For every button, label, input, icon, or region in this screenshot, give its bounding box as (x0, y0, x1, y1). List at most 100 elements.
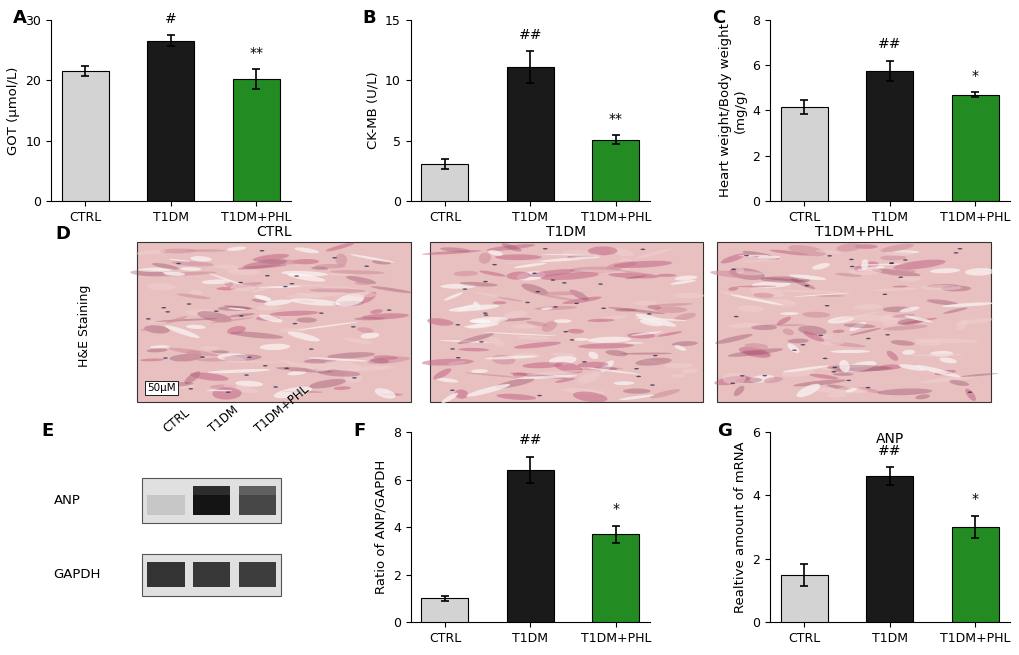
Ellipse shape (839, 360, 849, 372)
Ellipse shape (449, 348, 454, 350)
Ellipse shape (374, 388, 395, 399)
Ellipse shape (577, 362, 608, 367)
Ellipse shape (736, 271, 762, 275)
Ellipse shape (342, 337, 373, 345)
Ellipse shape (814, 334, 833, 337)
Ellipse shape (190, 290, 202, 296)
Ellipse shape (228, 313, 255, 317)
Bar (193, 562, 230, 588)
Ellipse shape (735, 377, 761, 383)
Ellipse shape (140, 358, 164, 362)
Ellipse shape (462, 288, 467, 290)
Ellipse shape (371, 286, 412, 293)
Ellipse shape (539, 257, 600, 262)
Ellipse shape (479, 271, 505, 276)
Ellipse shape (130, 270, 166, 276)
Ellipse shape (146, 318, 151, 320)
Ellipse shape (835, 273, 861, 277)
Bar (716, 242, 989, 402)
Ellipse shape (798, 326, 825, 335)
Ellipse shape (263, 365, 267, 367)
Ellipse shape (826, 255, 832, 257)
Ellipse shape (929, 269, 959, 273)
Ellipse shape (449, 390, 454, 391)
Ellipse shape (925, 284, 958, 288)
Ellipse shape (915, 340, 941, 346)
Ellipse shape (942, 303, 993, 307)
Ellipse shape (386, 309, 391, 311)
Ellipse shape (478, 253, 490, 264)
Bar (865, 71, 913, 201)
Ellipse shape (832, 329, 844, 333)
Ellipse shape (525, 337, 549, 340)
Ellipse shape (491, 355, 515, 365)
Ellipse shape (217, 354, 250, 361)
Ellipse shape (458, 348, 489, 351)
Text: D: D (56, 225, 70, 244)
Ellipse shape (847, 315, 900, 321)
Text: T1DM: T1DM (207, 404, 240, 436)
Ellipse shape (600, 360, 613, 372)
Bar (238, 485, 275, 495)
Ellipse shape (327, 352, 375, 359)
Text: **: ** (608, 111, 623, 126)
Ellipse shape (819, 341, 844, 345)
Ellipse shape (482, 312, 487, 314)
Bar (148, 485, 184, 495)
Ellipse shape (318, 369, 360, 377)
Ellipse shape (826, 316, 854, 324)
Ellipse shape (730, 295, 783, 305)
Ellipse shape (788, 245, 825, 256)
Ellipse shape (486, 244, 535, 251)
Ellipse shape (578, 367, 623, 370)
Ellipse shape (539, 294, 580, 301)
Ellipse shape (345, 276, 376, 284)
Ellipse shape (190, 373, 228, 381)
Ellipse shape (803, 331, 823, 342)
Ellipse shape (709, 271, 757, 278)
Ellipse shape (427, 318, 453, 326)
Text: CTRL: CTRL (161, 406, 193, 436)
Ellipse shape (184, 309, 218, 316)
Y-axis label: GOT (μmol/L): GOT (μmol/L) (7, 66, 19, 155)
Ellipse shape (640, 249, 645, 250)
Ellipse shape (281, 271, 327, 276)
Ellipse shape (284, 367, 288, 369)
Ellipse shape (605, 350, 628, 356)
Ellipse shape (751, 281, 790, 288)
Ellipse shape (237, 265, 287, 269)
Ellipse shape (825, 384, 851, 390)
Ellipse shape (269, 310, 318, 316)
Bar (865, 476, 913, 622)
Ellipse shape (370, 358, 389, 364)
Ellipse shape (223, 354, 261, 361)
Text: ##: ## (518, 28, 542, 42)
Ellipse shape (888, 270, 915, 276)
Ellipse shape (273, 386, 278, 388)
Ellipse shape (265, 275, 269, 276)
Ellipse shape (514, 342, 560, 348)
Ellipse shape (496, 297, 522, 301)
Ellipse shape (309, 288, 366, 293)
Ellipse shape (455, 324, 460, 326)
Ellipse shape (256, 305, 281, 310)
Ellipse shape (886, 350, 898, 361)
Ellipse shape (517, 336, 532, 339)
Ellipse shape (216, 287, 235, 290)
Ellipse shape (214, 310, 218, 312)
Ellipse shape (311, 267, 328, 270)
Ellipse shape (811, 263, 829, 270)
Ellipse shape (354, 317, 385, 320)
Ellipse shape (200, 346, 219, 350)
Ellipse shape (776, 316, 791, 325)
Bar (592, 140, 639, 201)
Ellipse shape (550, 353, 576, 356)
Ellipse shape (350, 254, 394, 263)
Ellipse shape (738, 255, 767, 256)
Ellipse shape (796, 384, 819, 397)
Ellipse shape (309, 348, 314, 350)
Ellipse shape (501, 243, 521, 252)
Ellipse shape (569, 290, 588, 301)
Bar (238, 562, 275, 588)
Ellipse shape (440, 284, 475, 289)
